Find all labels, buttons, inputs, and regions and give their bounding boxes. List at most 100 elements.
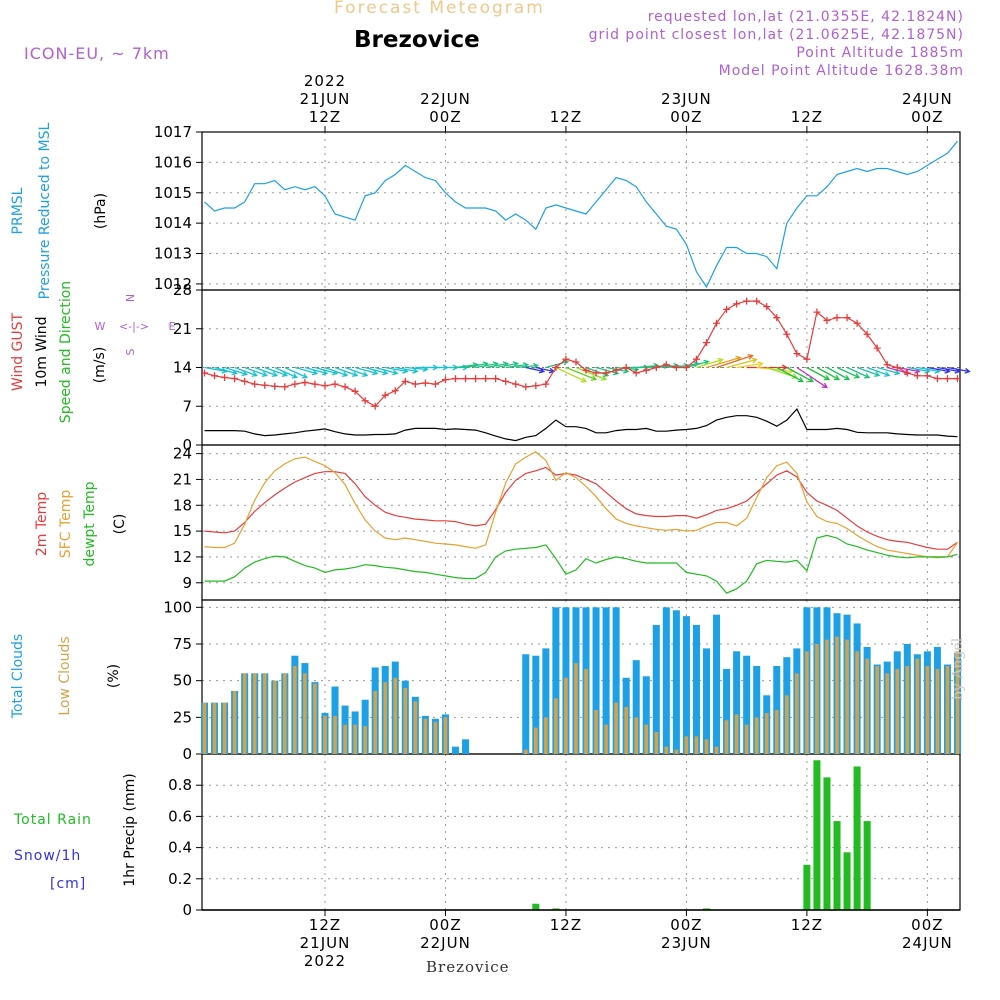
wind-direction-arrow (495, 362, 518, 369)
wind-direction-arrow (856, 366, 880, 377)
wind-direction-arrow (254, 366, 277, 377)
low-cloud-bar (644, 724, 649, 754)
low-cloud-bar (915, 658, 920, 754)
wind-direction-arrow (224, 366, 247, 376)
pressure-unit-label: (hPa) (93, 193, 109, 229)
gust-marker (321, 382, 329, 390)
low-cloud-bar (363, 726, 367, 754)
wind-arrow-head (321, 369, 329, 376)
low-cloud-bar (564, 677, 568, 754)
low-cloud-bar (654, 732, 659, 754)
total-cloud-bar (592, 607, 600, 754)
low-cloud-bar (262, 673, 267, 754)
wind-direction-arrow (304, 366, 328, 375)
compass-s: S (124, 348, 137, 355)
gust-marker (773, 314, 781, 322)
total-cloud-bar (672, 610, 680, 754)
total-cloud-bar (552, 607, 560, 754)
time-label-top: 2022 (304, 72, 346, 90)
gust-marker (803, 355, 811, 363)
gust-marker (572, 358, 580, 366)
total-cloud-bar (632, 660, 640, 754)
wind-direction-arrow (786, 366, 814, 383)
total-cloud-bar (682, 616, 690, 754)
low-cloud-bar (313, 683, 317, 754)
gust-marker (783, 330, 791, 338)
gust-marker (933, 375, 941, 383)
time-label-top: 00Z (429, 108, 461, 126)
low-cloud-bar (945, 666, 950, 754)
wind-direction-arrow (354, 366, 378, 375)
low-cloud-bar (815, 644, 819, 754)
wind-direction-arrow (585, 366, 609, 377)
low-cloud-bar (534, 727, 538, 754)
wind-direction-arrow (917, 366, 940, 373)
wind-direction-arrow (334, 366, 358, 377)
time-label-top: 24JUN (902, 90, 953, 108)
wind-arrow-head (281, 371, 289, 377)
low-cloud-bar (875, 666, 879, 754)
y-tick-label: 1012 (154, 275, 192, 293)
wind-direction-arrow (505, 363, 528, 369)
low-cloud-bar (795, 673, 799, 754)
wind-arrow-head (580, 377, 588, 383)
low-cloud-bar (865, 658, 869, 754)
time-label-bottom: 12Z (550, 916, 582, 934)
wind-arrow-head (791, 373, 799, 380)
gust-marker (532, 382, 540, 390)
gust-marker (873, 344, 881, 352)
gust-marker (221, 373, 229, 381)
gust-marker (331, 380, 339, 388)
wind-arrow-head (341, 371, 349, 377)
low-cloud-bar (574, 663, 578, 754)
time-label-bottom: 00Z (911, 916, 943, 934)
low-cloud-bar (252, 673, 257, 754)
gust-marker (502, 377, 510, 385)
wind-direction-arrow (545, 360, 569, 369)
total-cloud-bar (753, 666, 761, 754)
gust-marker (381, 391, 389, 399)
wind-direction-arrow (947, 366, 970, 373)
location-title: Brezovice (354, 27, 480, 53)
gust-marker (823, 316, 831, 324)
gust-marker (251, 380, 259, 388)
wind-arrow-head (747, 353, 754, 360)
wind-arrow-head (821, 382, 828, 389)
low-cloud-bar (202, 702, 207, 754)
wind-arrow-head (797, 376, 804, 383)
gust-marker (241, 377, 249, 385)
gust-marker (763, 303, 771, 311)
gust-marker (301, 378, 309, 386)
low-cloud-bar (805, 651, 809, 754)
wind-direction-arrow (726, 358, 757, 369)
wind-direction-arrow (565, 366, 597, 381)
total-cloud-bar (743, 655, 751, 754)
wind-arrow-head (472, 362, 479, 368)
wind-unit-label: (m/s) (92, 347, 108, 384)
y-tick-label: 1014 (154, 214, 192, 232)
y-tick-label: 50 (173, 672, 192, 690)
total-cloud-bar (702, 648, 711, 754)
gust-marker (652, 364, 660, 371)
time-label-bottom: 12Z (309, 916, 341, 934)
gust-marker (863, 330, 871, 338)
wind-direction-arrow (515, 364, 538, 369)
gust-marker (462, 375, 470, 383)
gust-marker (391, 387, 399, 395)
wind-direction-arrow (234, 366, 257, 377)
y-tick-label: 14 (173, 359, 192, 377)
wind-direction-arrow (866, 366, 890, 377)
wind-direction-arrow (274, 366, 298, 379)
wind-direction-arrow (364, 366, 388, 375)
gust-marker (401, 377, 409, 385)
rain-bar (823, 777, 831, 910)
low-cloud-bar (584, 668, 588, 754)
gust-marker (371, 402, 379, 410)
wind-direction-arrow (314, 366, 338, 375)
wind-arrow-head (864, 373, 871, 379)
wind-direction-arrow (907, 366, 930, 373)
time-label-top: 12Z (550, 108, 582, 126)
model-altitude: Model Point Altitude 1628.38m (718, 63, 964, 79)
wind-direction-arrow (375, 366, 398, 375)
wind-direction-arrow (555, 366, 587, 383)
